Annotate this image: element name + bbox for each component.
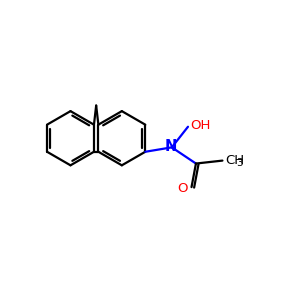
Text: OH: OH	[190, 119, 211, 132]
Text: CH: CH	[225, 154, 244, 167]
Text: 3: 3	[236, 158, 243, 168]
Text: O: O	[178, 182, 188, 195]
Text: N: N	[165, 139, 177, 154]
